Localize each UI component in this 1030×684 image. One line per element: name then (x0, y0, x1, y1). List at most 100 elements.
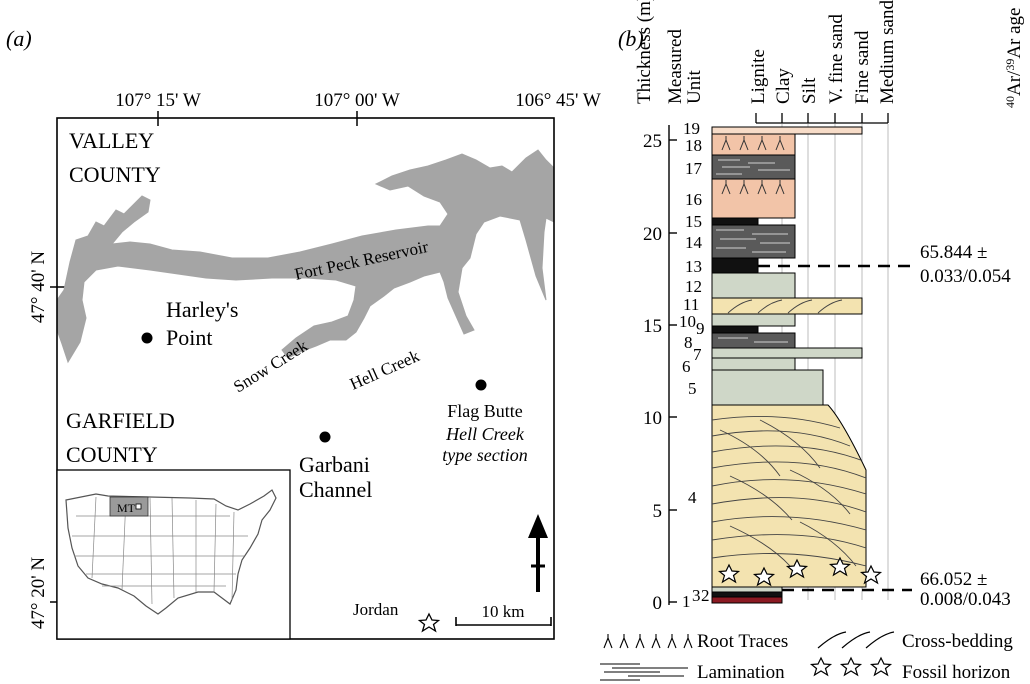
unit-number-7: 7 (693, 345, 702, 364)
unit-2-layer (711, 591, 783, 598)
unit-number-9: 9 (696, 319, 705, 338)
harleys-point-label-1: Harley's (166, 297, 238, 322)
legend-fossil-horizon-label: Fossil horizon (902, 662, 1011, 683)
unit-numbers: 19 18 17 16 15 14 13 12 11 10 9 8 7 6 5 … (679, 119, 710, 611)
unit-4-cross-bedding (712, 415, 866, 567)
grain-size-fine-sand: Fine sand (852, 30, 873, 104)
latitude-label-south: 47° 20' N (28, 557, 49, 630)
unit-6-layer (711, 357, 796, 371)
measured-unit-header-1: Measured (665, 29, 686, 104)
hell-creek-type-section-label-2: type section (442, 445, 527, 465)
axis-tick-label-5: 5 (653, 501, 663, 522)
harleys-point-label-2: Point (166, 325, 212, 350)
longitude-label-west: 107° 15' W (115, 90, 201, 111)
unit-15-layer (711, 217, 759, 226)
lamination-pattern (716, 159, 790, 343)
unit-10-layer (711, 313, 796, 327)
scale-bar-label: 10 km (482, 602, 525, 621)
fossil-star-icon (859, 564, 883, 585)
longitude-label-east: 106° 45' W (515, 90, 601, 111)
axis-tick-label-0: 0 (653, 593, 663, 614)
unit-number-1: 1 (682, 592, 691, 611)
measured-unit-header-2: Unit (684, 70, 705, 105)
panel-a-label: (a) (6, 26, 32, 51)
unit-12-layer (711, 272, 796, 299)
valley-county-label-2: COUNTY (69, 162, 161, 187)
unit-number-8: 8 (684, 333, 693, 352)
unit-number-19: 19 (683, 119, 700, 138)
axis-tick-label-15: 15 (643, 316, 662, 337)
unit-8-layer (711, 332, 796, 349)
garfield-county-label-1: GARFIELD (66, 408, 175, 433)
unit-number-3: 3 (692, 586, 701, 605)
legend-fossil-horizon-icon (809, 656, 893, 677)
north-arrow-icon (528, 514, 548, 592)
jordan-label: Jordan (353, 600, 399, 619)
legend-root-traces-icon (603, 634, 693, 649)
unit-number-11: 11 (683, 295, 699, 314)
unit-1-layer (711, 596, 783, 604)
unit-number-6: 6 (682, 357, 691, 376)
grain-size-very-fine-sand: V. fine sand (826, 14, 847, 104)
grain-size-scale (755, 113, 889, 124)
unit-number-13: 13 (685, 257, 702, 276)
thickness-axis: 0 5 10 15 20 25 (643, 125, 677, 614)
panel-b: (b) Thickness (m) Measured Unit Lignite … (600, 0, 1025, 683)
unit-number-15: 15 (685, 212, 702, 231)
ar-age-header: 40Ar/39Ar age (1003, 8, 1025, 109)
grain-size-clay: Clay (773, 68, 794, 104)
axis-tick-label-10: 10 (643, 408, 662, 429)
fossil-star-icon (717, 563, 741, 584)
unit-5-layer (711, 369, 824, 406)
fossil-star-icon (752, 566, 776, 587)
unit-9-layer (711, 325, 759, 334)
unit-7-layer (711, 347, 863, 359)
upper-age-value-2: 0.033/0.054 (920, 266, 1011, 287)
panel-b-label: (b) (618, 26, 644, 51)
fossil-horizon-stars (717, 556, 883, 587)
unit-number-16: 16 (685, 190, 702, 209)
harleys-point-dot (141, 332, 153, 344)
lower-age-value-2: 0.008/0.043 (920, 589, 1011, 610)
legend-lamination-label: Lamination (697, 662, 785, 683)
scale-bar: 10 km (455, 602, 552, 626)
latitude-label-north: 47° 40' N (28, 251, 49, 324)
legend-lamination-icon (600, 663, 688, 681)
axis-tick-label-20: 20 (643, 224, 662, 245)
montana-label: MT (117, 501, 136, 515)
valley-county-label-1: VALLEY (69, 128, 154, 153)
thickness-axis-title: Thickness (m) (634, 0, 655, 104)
grain-size-silt: Silt (799, 77, 820, 104)
snow-creek-label: Snow Creek (230, 336, 311, 397)
longitude-label-center: 107° 00' W (314, 90, 400, 111)
panel-a: (a) 107° 15' W 107° 00' W 106° 45' W 47°… (6, 26, 601, 640)
unit-number-2: 2 (701, 586, 710, 605)
legend-cross-bedding-label: Cross-bedding (902, 631, 1013, 652)
fort-peck-reservoir-shape (57, 149, 554, 364)
unit-13-layer (711, 257, 759, 274)
unit-11-cross-bedding (727, 299, 843, 314)
grain-size-medium-sand: Medium sand (877, 0, 898, 104)
upper-age-value-1: 65.844 ± (920, 242, 987, 263)
stratigraphic-column (711, 126, 883, 604)
axis-tick-label-25: 25 (643, 131, 662, 152)
legend: Root Traces Cross-bedding Lamination F (600, 631, 1013, 683)
unit-number-18: 18 (685, 136, 702, 155)
study-area-box-icon (135, 503, 142, 510)
garbani-channel-dot (319, 431, 331, 443)
jordan-star-icon (417, 612, 441, 633)
grain-size-lignite: Lignite (748, 49, 769, 104)
hell-creek-type-section-label-1: Hell Creek (445, 424, 525, 444)
garfield-county-label-2: COUNTY (66, 442, 158, 467)
legend-cross-bedding-icon (817, 631, 895, 649)
fossil-star-icon (828, 556, 852, 577)
lower-age-value-1: 66.052 ± (920, 569, 987, 590)
us-inset-map: MT (56, 469, 291, 640)
unit-number-14: 14 (685, 233, 703, 252)
unit-number-12: 12 (685, 277, 702, 296)
montana-highlight (109, 496, 149, 517)
legend-root-traces-label: Root Traces (697, 631, 788, 652)
unit-3-layer (711, 586, 783, 593)
flag-butte-label: Flag Butte (447, 401, 523, 421)
